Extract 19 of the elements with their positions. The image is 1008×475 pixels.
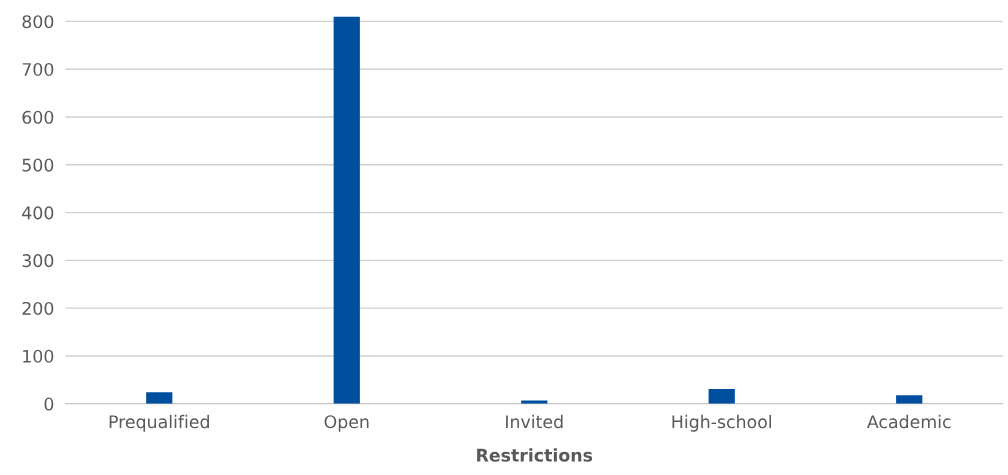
y-tick-label: 700 <box>22 62 54 77</box>
bar <box>896 395 923 404</box>
y-tick-label: 300 <box>22 254 54 268</box>
y-tick-label: 800 <box>22 15 54 29</box>
bar <box>333 16 360 404</box>
x-tick-label: Academic <box>866 414 951 429</box>
x-tick-label: Open <box>324 415 369 432</box>
y-tick-label: 600 <box>22 110 54 124</box>
x-tick-label: High-school <box>672 414 772 432</box>
y-tick-label: 100 <box>23 349 54 363</box>
x-tick-label: Invited <box>506 414 563 429</box>
y-tick-label: 500 <box>22 158 54 172</box>
y-tick-label: 400 <box>22 206 54 220</box>
x-tick-label: Prequalified <box>109 414 209 432</box>
x-axis-title: Restrictions <box>477 448 593 462</box>
y-tick-label: 200 <box>22 301 54 316</box>
bar <box>708 388 735 404</box>
y-tick-label: 0 <box>44 397 54 411</box>
bar <box>146 392 173 404</box>
